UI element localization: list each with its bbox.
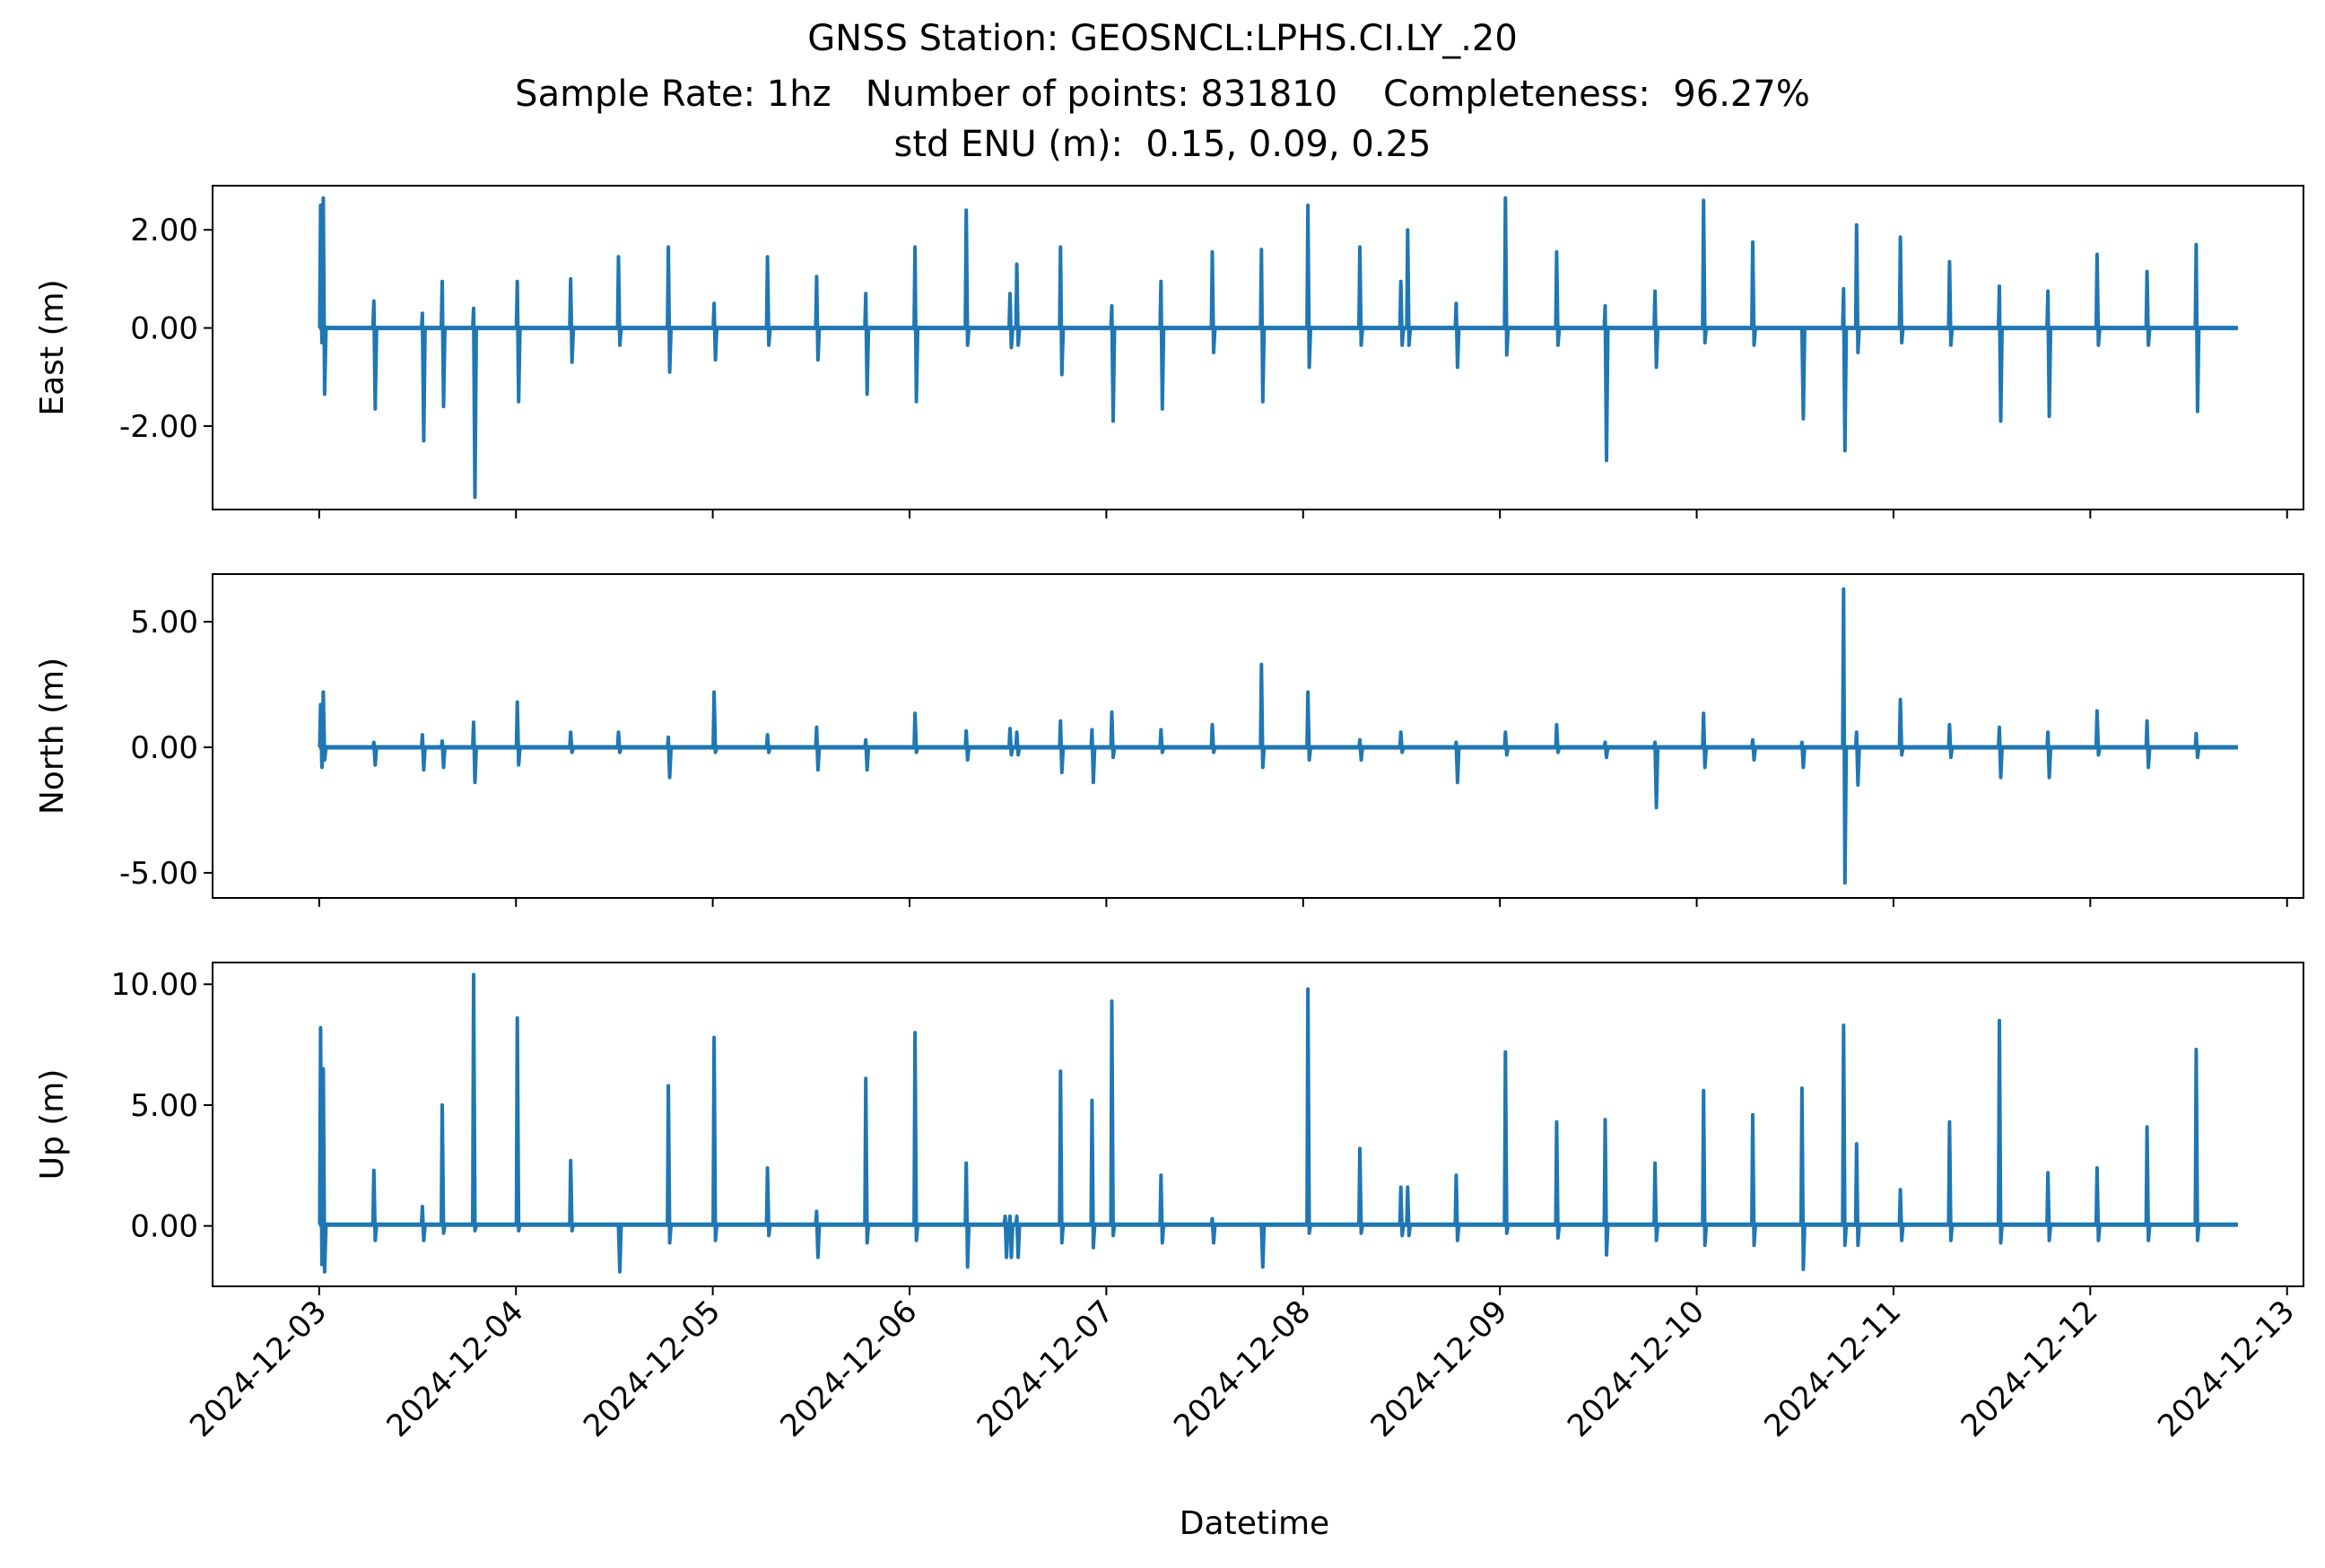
y-tick-label-east: -2.00 (119, 409, 198, 445)
x-axis-label: Datetime (1180, 1505, 1329, 1542)
x-tick-label: 2024-12-03 (183, 1294, 334, 1444)
axes-frame-up (212, 962, 2304, 1287)
x-tick-label: 2024-12-13 (2151, 1294, 2302, 1444)
y-tick-label-up: 5.00 (130, 1088, 198, 1124)
x-tick-label: 2024-12-12 (1955, 1294, 2105, 1444)
panel-north: 5.00 0.00 -5.00 North (m) (34, 573, 2304, 907)
x-tick-label: 2024-12-05 (577, 1294, 727, 1444)
y-axis-label-north: North (m) (34, 658, 71, 814)
x-tick-label: 2024-12-06 (773, 1294, 924, 1444)
y-tick-label-north: 5.00 (130, 605, 198, 640)
x-tick-label: 2024-12-04 (380, 1294, 531, 1444)
x-tick-label: 2024-12-11 (1757, 1294, 1908, 1444)
y-axis-label-east: East (m) (34, 279, 71, 415)
y-tick-label-east: 0.00 (130, 311, 198, 347)
x-tick-label: 2024-12-09 (1364, 1294, 1515, 1444)
chart-subtitle: Sample Rate: 1hz Number of points: 83181… (515, 74, 1810, 115)
y-tick-label-east: 2.00 (130, 213, 198, 248)
y-axis-label-up: Up (m) (34, 1069, 71, 1180)
chart-subtitle-std: std ENU (m): 0.15, 0.09, 0.25 (893, 124, 1432, 165)
axes-frame-north (212, 573, 2304, 899)
series-line-east (318, 196, 2238, 500)
y-tick-label-up: 0.00 (130, 1209, 198, 1245)
panel-up: 10.00 5.00 0.00 Up (m) (34, 962, 2304, 1295)
y-tick-label-up: 10.00 (111, 967, 198, 1003)
axes-frame-east (212, 185, 2304, 510)
x-tick-label: 2024-12-08 (1167, 1294, 1318, 1444)
panel-east: 2.00 0.00 -2.00 East (m) (34, 185, 2304, 518)
y-tick-label-north: 0.00 (130, 730, 198, 766)
series-line-north (318, 587, 2238, 885)
x-tick-label: 2024-12-07 (971, 1294, 1121, 1444)
x-tick-label: 2024-12-10 (1561, 1294, 1711, 1444)
y-tick-label-north: -5.00 (119, 856, 198, 892)
series-line-up (318, 972, 2238, 1274)
chart-title: GNSS Station: GEOSNCL:LPHS.CI.LY_.20 (807, 18, 1518, 59)
